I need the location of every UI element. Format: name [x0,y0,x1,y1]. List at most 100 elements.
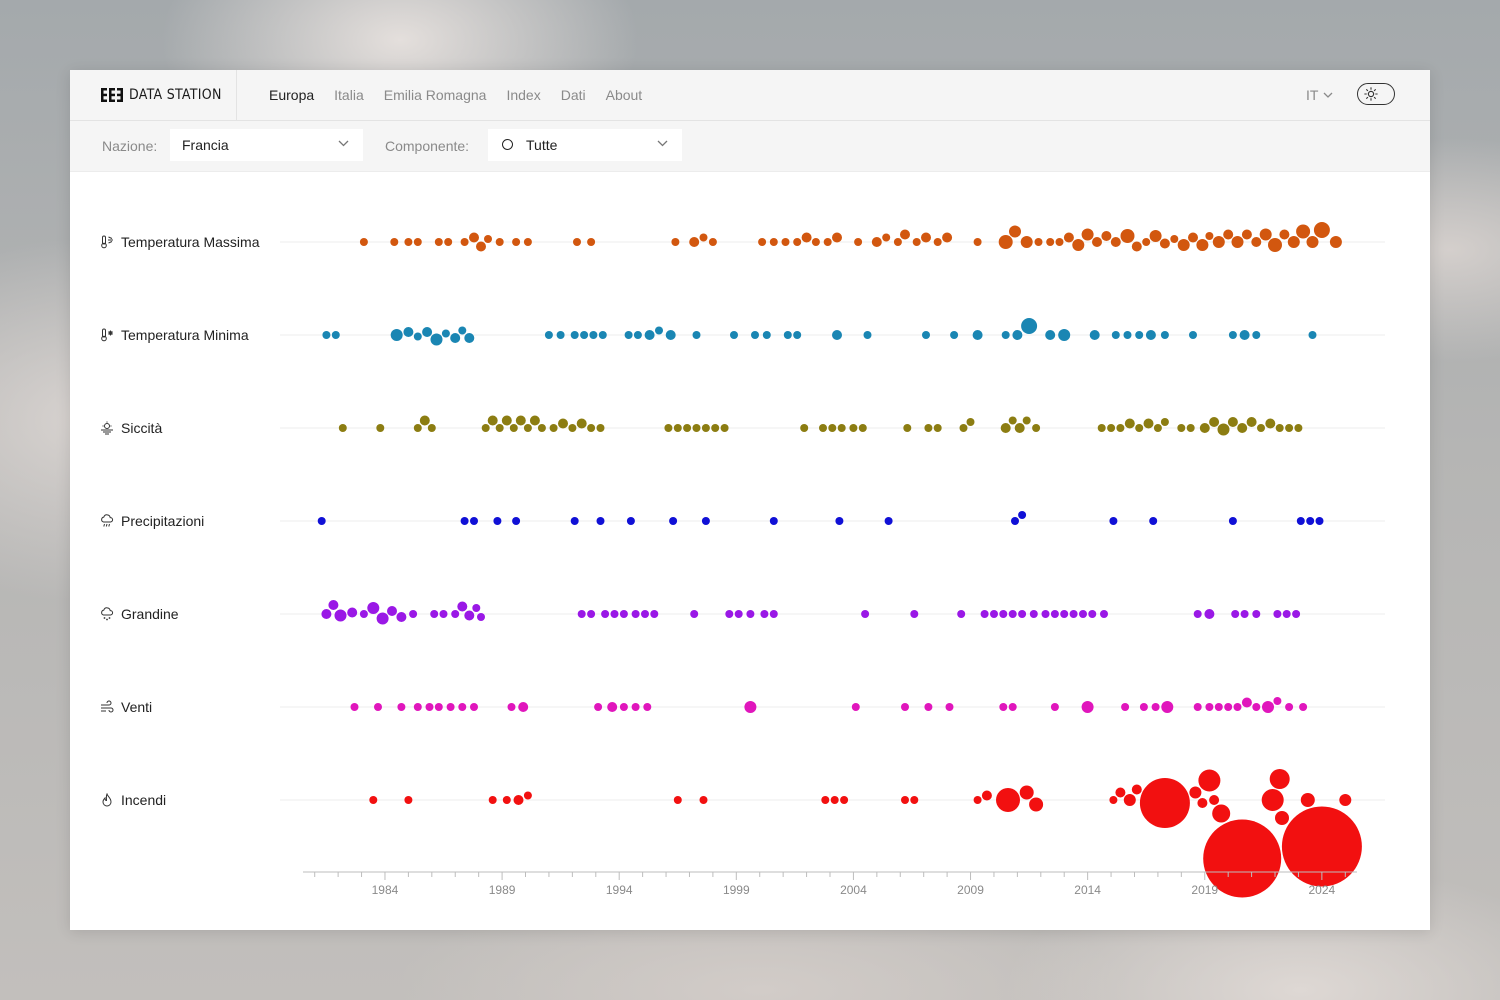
data-point [725,610,734,618]
data-point [419,415,430,426]
data-point [570,517,579,525]
data-point [523,238,532,246]
data-point [464,333,475,343]
data-point [1160,418,1169,426]
data-point [359,610,368,618]
x-tick-label: 1999 [723,883,750,897]
data-point [619,610,628,618]
data-point [924,703,933,711]
data-point [837,424,846,432]
brand[interactable]: DATA STATION [70,70,237,120]
theme-toggle[interactable] [1357,83,1395,105]
data-point [1131,241,1142,252]
data-point [556,331,565,339]
event-chart: Temperatura Massima Temperatura Minima S… [70,171,1430,930]
componente-select[interactable]: Tutte [488,129,682,161]
data-point [1313,222,1330,238]
data-point [683,424,692,432]
data-point [587,238,596,246]
flame-icon [102,793,112,807]
data-point [828,424,837,432]
data-point [690,610,699,618]
data-point [1072,239,1085,251]
data-point [1177,239,1190,251]
data-point [1145,330,1156,340]
data-point [673,424,682,432]
nav-item-dati[interactable]: Dati [560,87,586,103]
nav-item-about[interactable]: About [605,87,643,103]
nazione-select[interactable]: Francia [170,129,363,161]
x-tick-label: 2019 [1191,883,1218,897]
data-point [1079,610,1087,618]
data-point [1306,517,1315,525]
data-point [1020,236,1033,248]
data-point [425,703,434,711]
filter-bar: Nazione: Francia Componente: Tutte [70,121,1430,172]
data-point [1275,424,1284,432]
data-point [901,703,909,711]
series-name: Temperatura Minima [121,327,249,343]
data-point [901,796,909,804]
data-point [1281,806,1362,887]
data-point [1237,423,1248,433]
data-point [1123,794,1136,806]
row-label-temperatura-minima: Temperatura Minima [100,325,249,345]
data-point [871,237,882,247]
nav-item-emilia-romagna[interactable]: Emilia Romagna [383,87,487,103]
data-point [1339,794,1352,806]
data-point [568,424,577,432]
data-point [633,331,642,339]
data-point [367,602,380,614]
data-point [823,238,832,246]
component-circle-icon [502,139,513,150]
data-point [1262,701,1274,713]
language-selector[interactable]: IT [1306,87,1333,103]
data-point [861,610,870,618]
data-point [1000,423,1011,433]
data-point [1069,610,1078,618]
data-point [769,610,778,618]
data-point [587,610,596,618]
data-point [434,238,443,246]
data-point [512,517,521,525]
data-point [1050,610,1059,618]
data-point [427,424,436,432]
main-nav: Europa Italia Emilia Romagna Index Dati … [269,70,662,120]
nav-item-index[interactable]: Index [506,87,541,103]
data-point [1203,819,1282,898]
data-point [464,610,475,621]
data-point [1161,701,1174,713]
data-point [1199,423,1210,433]
data-point [884,517,893,525]
data-point [730,331,738,339]
data-point [1212,804,1231,823]
data-point [413,424,422,432]
beeswarm-plot: 1984 1989 1994 1999 2004 2009 2014 2019 2024 [280,222,1385,898]
data-point [573,238,581,246]
data-point [387,606,397,616]
data-point [404,238,413,246]
data-point [513,795,524,805]
thermometer-snow-icon [101,328,113,342]
data-point [1034,238,1043,246]
data-point [692,331,701,339]
data-point [641,610,649,618]
data-point [413,703,422,711]
data-point [1275,811,1289,825]
data-point [1299,703,1308,711]
data-point [1198,769,1221,792]
data-point [1107,424,1116,432]
data-point [509,424,518,432]
data-point [457,601,468,612]
sun-dry-icon [101,421,113,435]
data-point [893,238,902,246]
data-point [1120,229,1135,243]
data-point [589,331,598,339]
data-point [1160,331,1169,339]
data-point [512,238,521,246]
nav-item-europa[interactable]: Europa [269,87,315,103]
nav-item-italia[interactable]: Italia [334,87,364,103]
data-point [1121,703,1130,711]
data-point [1205,232,1214,240]
data-point [1246,417,1257,427]
